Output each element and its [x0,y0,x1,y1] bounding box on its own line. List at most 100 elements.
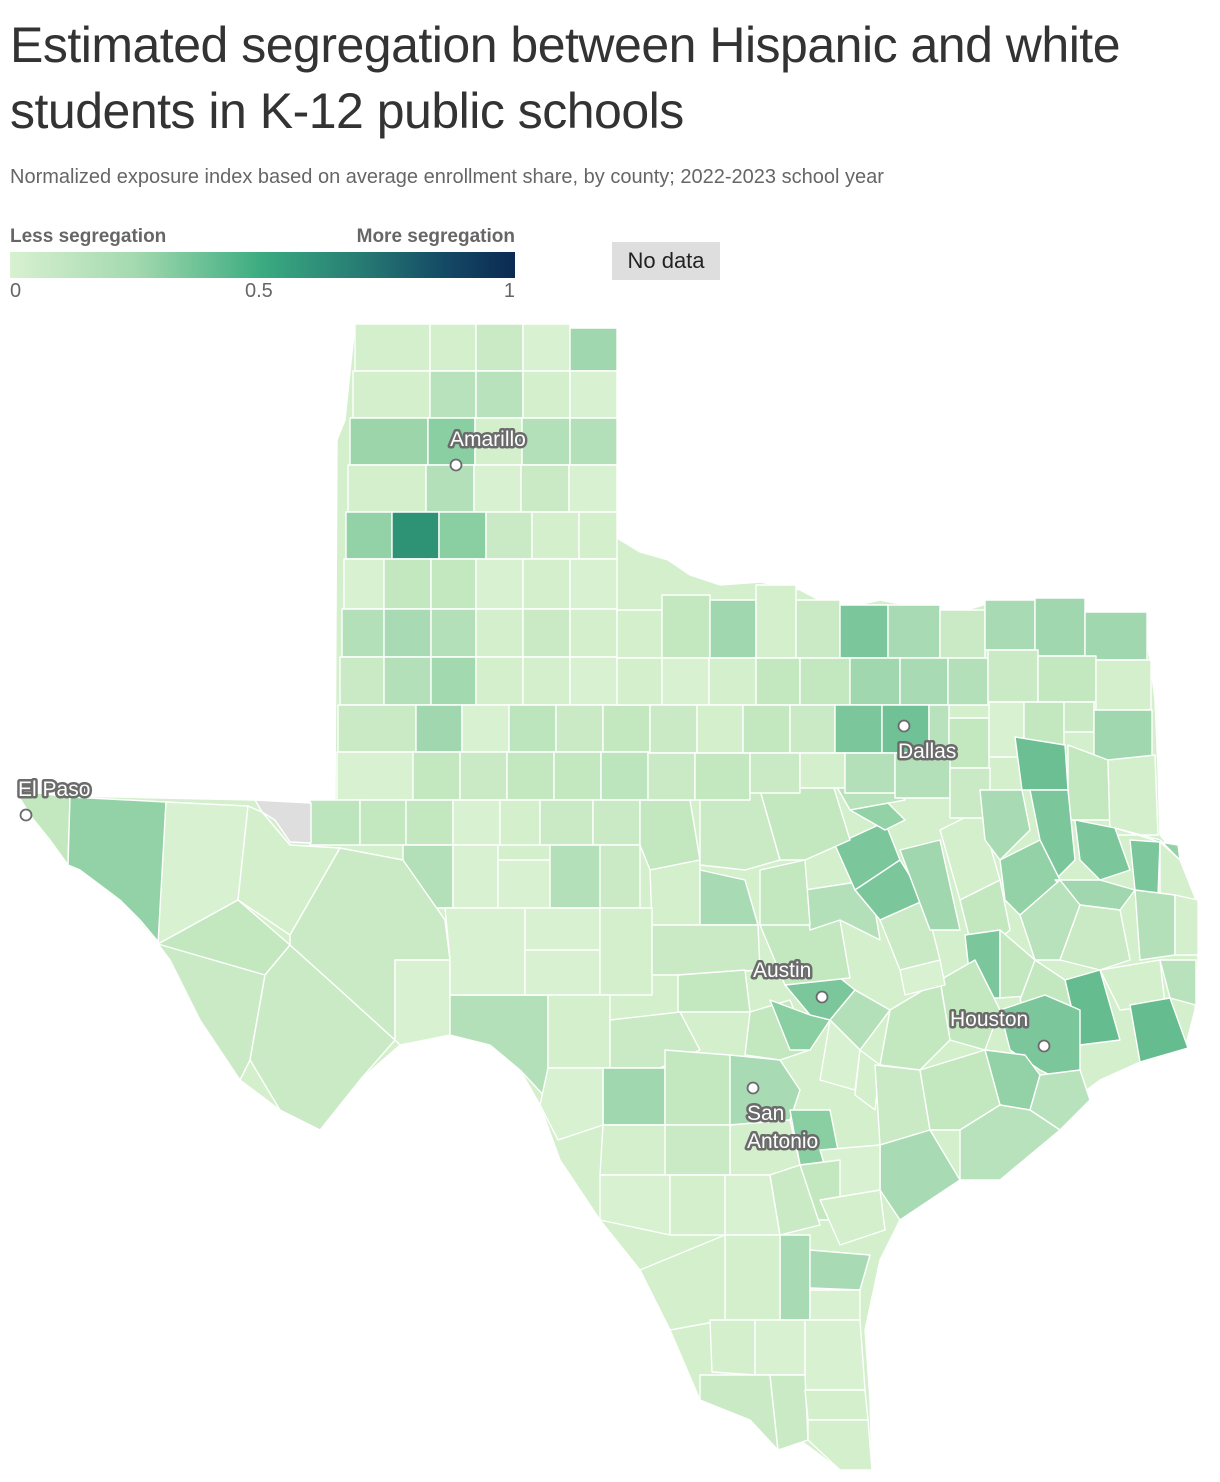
county [1159,959,1197,1006]
county [789,704,836,754]
city-dallas[interactable]: Dallas [896,719,959,766]
city-label-amarillo: Amarillo [450,428,526,451]
county [661,657,710,706]
county [708,657,757,706]
county-hudspeth [67,796,167,945]
county [438,511,487,560]
county [899,959,946,996]
county [524,949,601,996]
county-frio [602,1067,666,1126]
county [651,924,761,976]
county [639,799,701,871]
county-cherokee [1074,819,1131,881]
county [819,1189,886,1246]
city-san-antonio[interactable]: San Antonio [745,1081,821,1156]
south-plains-counties [309,558,651,909]
city-dot [815,990,829,1004]
county [383,608,432,658]
city-austin[interactable]: Austin [751,957,829,1004]
county [336,751,414,801]
county [696,704,744,754]
city-label-houston: Houston [950,1008,1028,1031]
county [987,649,1039,703]
county [485,511,533,560]
county [415,704,463,753]
county [352,370,431,419]
county [899,839,961,931]
county [755,657,801,706]
county-nacogdoches [1129,839,1161,896]
county-anderson [1029,789,1076,881]
county [499,799,541,846]
county [664,1049,731,1126]
county [341,608,385,658]
county [664,1124,731,1176]
county [569,608,618,658]
county [549,844,604,909]
county [553,751,602,801]
city-markers: Amarillo El Paso Dallas Austin Houston S… [16,426,1051,1156]
county [749,752,801,794]
county [568,464,618,513]
county [429,370,477,419]
county [430,608,477,658]
county [347,464,427,513]
city-label-dallas: Dallas [898,740,956,763]
county [984,599,1036,651]
county [742,704,791,754]
county [349,417,429,466]
color-legend: Less segregation More segregation 0 0.5 … [10,226,515,304]
county [1095,659,1152,711]
city-el-paso[interactable]: El Paso [16,776,93,822]
chart-title: Estimated segregation between Hispanic a… [10,17,1121,139]
county [522,370,571,419]
city-label-antonio: Antonio [747,1130,818,1153]
county [647,752,696,801]
county [709,1319,756,1376]
county [430,558,477,610]
county [569,417,618,466]
county [520,464,570,513]
city-amarillo[interactable]: Amarillo [448,426,528,472]
county [452,844,499,909]
county [425,464,475,513]
county [539,799,594,846]
county-el-paso [14,789,71,866]
county [1063,701,1095,733]
county [343,558,385,610]
county [809,1289,861,1321]
county [807,1419,873,1471]
county [522,323,571,372]
county [569,558,618,610]
county [795,599,841,659]
county [599,844,641,909]
county-terrell [394,959,451,1046]
county [1107,754,1159,836]
county [724,1234,781,1321]
county [427,417,476,466]
county [459,751,508,801]
county-hays [769,999,831,1051]
county-henderson-area [1014,736,1069,791]
county [947,657,989,706]
county [799,657,851,706]
county [694,752,751,801]
county [354,323,431,372]
county [602,704,651,753]
county [649,704,698,754]
county [759,859,811,926]
city-dot [449,458,463,472]
county [592,799,641,846]
city-dot [746,1081,760,1095]
no-data-legend: No data [612,242,720,280]
county [1067,744,1111,821]
county [1134,889,1176,961]
county [337,704,417,753]
county [522,608,571,658]
county [359,799,407,846]
city-label-san: San [747,1102,784,1125]
county [979,789,1031,861]
county [497,859,551,909]
city-houston[interactable]: Houston [948,1006,1051,1053]
